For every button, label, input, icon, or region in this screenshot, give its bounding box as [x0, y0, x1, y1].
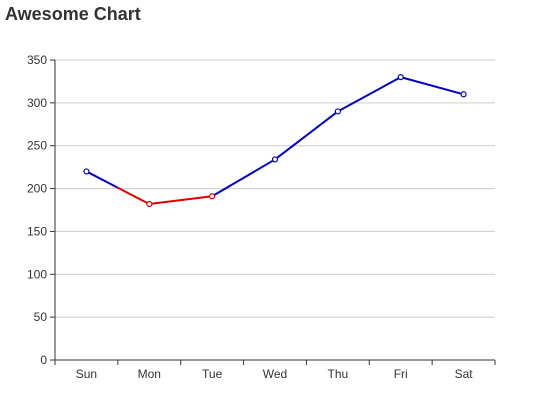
tick-labels: 0 50 100 150 200 250 300 350 Sun Mon Tue Wed Thu Fri S…: [27, 53, 473, 381]
x-tick-label-sat: Sat: [455, 367, 474, 381]
y-tick-label-100: 100: [27, 267, 47, 281]
y-tick-label-350: 350: [27, 53, 47, 67]
data-point-sun: [83, 168, 90, 175]
series-lines: [85, 76, 465, 205]
x-tick-label-mon: Mon: [138, 367, 161, 381]
x-tick-label-wed: Wed: [263, 367, 287, 381]
series-segment-4: [336, 76, 402, 113]
data-point-fri: [397, 74, 404, 81]
y-tick-label-300: 300: [27, 96, 47, 110]
series-segment-3: [274, 110, 339, 161]
gridlines: [55, 59, 495, 318]
data-point-wed: [271, 156, 279, 163]
x-tick-label-tue: Tue: [202, 367, 223, 381]
y-tick-label-200: 200: [27, 182, 47, 196]
series-segment-0a: [85, 170, 119, 189]
data-point-thu: [334, 108, 341, 115]
y-tick-label-250: 250: [27, 139, 47, 153]
series-segment-1: [148, 195, 214, 205]
data-point-mon: [146, 200, 153, 208]
chart-title: Awesome Chart: [5, 4, 141, 24]
y-tick-label-150: 150: [27, 224, 47, 238]
axes: [50, 59, 496, 365]
series-segment-2: [211, 158, 276, 198]
data-point-sat: [460, 91, 467, 98]
data-point-tue: [209, 193, 216, 200]
series-segment-0b: [116, 186, 151, 205]
y-tick-label-0: 0: [40, 353, 47, 367]
x-tick-label-thu: Thu: [328, 367, 349, 381]
y-tick-label-50: 50: [34, 310, 48, 324]
x-tick-label-fri: Fri: [394, 367, 408, 381]
x-tick-label-sun: Sun: [76, 367, 97, 381]
series-segment-5: [399, 76, 465, 96]
data-points: [83, 74, 467, 208]
